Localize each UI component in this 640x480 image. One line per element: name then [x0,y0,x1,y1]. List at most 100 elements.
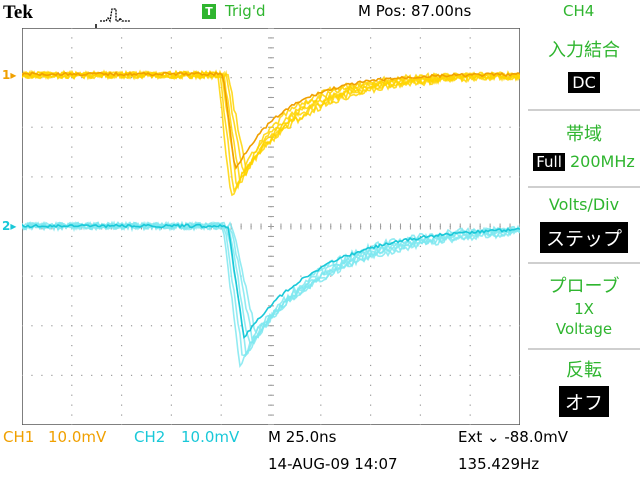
bandwidth-value[interactable]: Full 200MHz [528,152,640,171]
grid-dot [220,37,222,39]
bandwidth-limit: 200MHz [569,152,635,171]
grid-dot [469,295,471,297]
grid-dot [370,196,372,198]
grid-dot [220,57,222,59]
grid-dot [320,414,322,416]
grid-dot [121,394,123,396]
grid-dot [320,196,322,198]
grid-dot [71,374,73,376]
grid-dot [310,325,312,327]
grid-dot [71,116,73,118]
grid-dot [320,116,322,118]
grid-dot [370,345,372,347]
grid-dot [469,305,471,307]
grid-dot [330,325,332,327]
grid-dot [320,166,322,168]
grid-dot [31,374,33,376]
grid-dot [489,325,491,327]
grid-dot [419,374,421,376]
grid-dot [121,156,123,158]
grid-dot [379,126,382,128]
grid-dot [71,166,73,168]
grid-dot [170,176,172,178]
grid-dot [121,37,123,39]
probe-label: プローブ [548,276,620,297]
grid-dot [419,166,421,168]
grid-dot [220,345,222,347]
grid-dot [121,106,123,108]
grid-dot [370,305,372,307]
grid-dot [499,275,501,277]
grid-dot [101,275,103,277]
grid-dot [320,47,322,49]
grid-dot [71,106,73,108]
grid-dot [121,424,123,425]
grid-dot [419,28,421,29]
grid-dot [121,315,123,317]
ch2-ground-marker[interactable]: 2▸ [2,219,17,233]
grid-dot [170,335,172,337]
grid-dot [509,374,511,376]
grid-dot [121,146,123,148]
grid-dot [439,126,441,128]
grid-dot [22,374,23,376]
grid-dot [71,325,73,327]
grid-dot [370,364,372,367]
grid-dot [379,176,382,178]
grid-dot [22,126,23,128]
grid-dot [419,176,421,178]
grid-dot [439,374,441,376]
grid-dot [170,57,172,59]
grid-dot [121,206,123,208]
grid-dot [81,176,83,178]
grid-dot [469,275,471,277]
grid-dot [91,176,93,178]
grid-dot [320,255,322,257]
grid-dot [22,176,23,178]
grid-dot [220,196,222,198]
grid-dot [31,126,33,128]
grid-dot [469,57,471,59]
grid-dot [519,374,520,376]
grid-dot [220,265,222,267]
grid-dot [409,275,412,277]
grid-dot [499,126,501,128]
grid-dot [121,57,123,59]
invert-value[interactable]: オフ [528,386,640,417]
grid-dot [469,315,471,317]
grid-dot [320,67,322,69]
grid-dot [91,126,93,128]
ch1-ground-marker[interactable]: 1▸ [2,68,17,82]
grid-dot [370,106,372,108]
grid-dot [320,424,322,425]
grid-dot [71,245,73,247]
grid-dot [170,146,172,148]
coupling-value[interactable]: DC [528,72,640,93]
grid-dot [300,374,302,376]
grid-dot [370,325,372,327]
voltsdiv-value[interactable]: ステップ [528,222,640,253]
grid-dot [180,126,182,128]
grid-dot [170,255,172,257]
grid-dot [419,345,421,347]
grid-dot [409,374,412,376]
grid-dot [71,28,73,29]
grid-dot [220,424,222,425]
grid-dot [150,275,153,277]
grid-dot [370,315,372,317]
grid-dot [71,47,73,49]
grid-dot [310,176,312,178]
grid-dot [280,176,282,178]
grid-dot [419,305,421,307]
grid-dot [180,374,182,376]
grid-dot [230,77,232,79]
grid-dot [419,96,421,99]
probe-attenuation[interactable]: 1X [574,300,594,318]
probe-type[interactable]: Voltage [555,320,613,338]
grid-dot [370,136,372,138]
grid-dot [71,206,73,208]
grid-dot [409,325,412,327]
grid-dot [399,176,402,178]
grid-dot [220,404,222,406]
grid-dot [220,206,222,208]
